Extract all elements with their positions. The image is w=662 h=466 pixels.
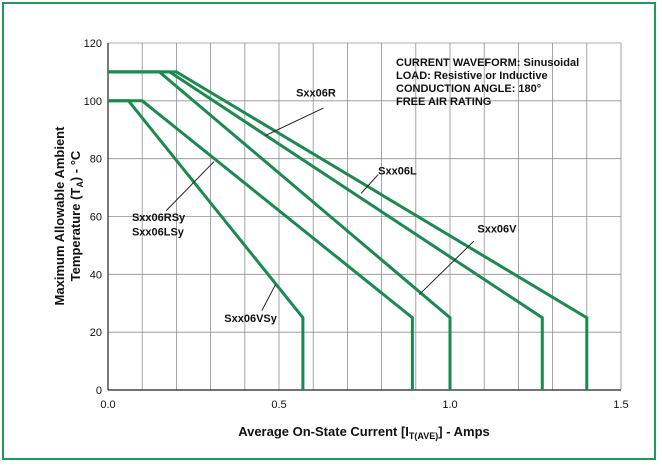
y-tick-label: 60 — [90, 212, 102, 224]
conditions-annotation: CURRENT WAVEFORM: Sinusoidal LOAD: Resis… — [396, 57, 579, 108]
x-tick-label: 0.0 — [100, 399, 115, 411]
leader-line — [418, 240, 475, 295]
series-line — [108, 99, 305, 390]
y-tick-label: 40 — [90, 269, 102, 281]
chart-frame — [2, 2, 656, 460]
x-axis-label: Average On-State Current [IT(AVE)] - Amp… — [238, 424, 490, 441]
series-label: Sxx06VSy — [224, 313, 277, 325]
series-label: Sxx06RSy — [132, 212, 186, 224]
series-label: Sxx06L — [378, 166, 417, 178]
x-tick-label: 1.0 — [442, 399, 457, 411]
series-label: Sxx06V — [477, 223, 517, 235]
series-line — [108, 70, 452, 390]
x-tick-label: 1.5 — [613, 399, 628, 411]
y-axis-label-line1: Maximum Allowable Ambient — [52, 126, 67, 306]
leader-line — [165, 161, 215, 212]
leader-line — [360, 174, 379, 194]
annotation-line-angle: CONDUCTION ANGLE: 180° — [396, 83, 541, 95]
series-label: Sxx06LSy — [132, 226, 185, 238]
y-tick-label: 0 — [96, 385, 102, 397]
y-tick-label: 120 — [84, 38, 102, 50]
leader-line — [261, 284, 277, 311]
series-label: Sxx06R — [296, 87, 336, 99]
annotation-line-waveform: CURRENT WAVEFORM: Sinusoidal — [396, 57, 579, 69]
x-tick-label: 0.5 — [271, 399, 286, 411]
annotation-line-rating: FREE AIR RATING — [396, 96, 491, 108]
y-tick-label: 80 — [90, 154, 102, 166]
annotation-line-load: LOAD: Resistive or Inductive — [396, 70, 548, 82]
y-axis-label-line2: Temperature (TA) - °C — [68, 150, 85, 281]
leader-line — [265, 107, 324, 136]
y-tick-label: 100 — [84, 96, 102, 108]
y-tick-label: 20 — [90, 327, 102, 339]
